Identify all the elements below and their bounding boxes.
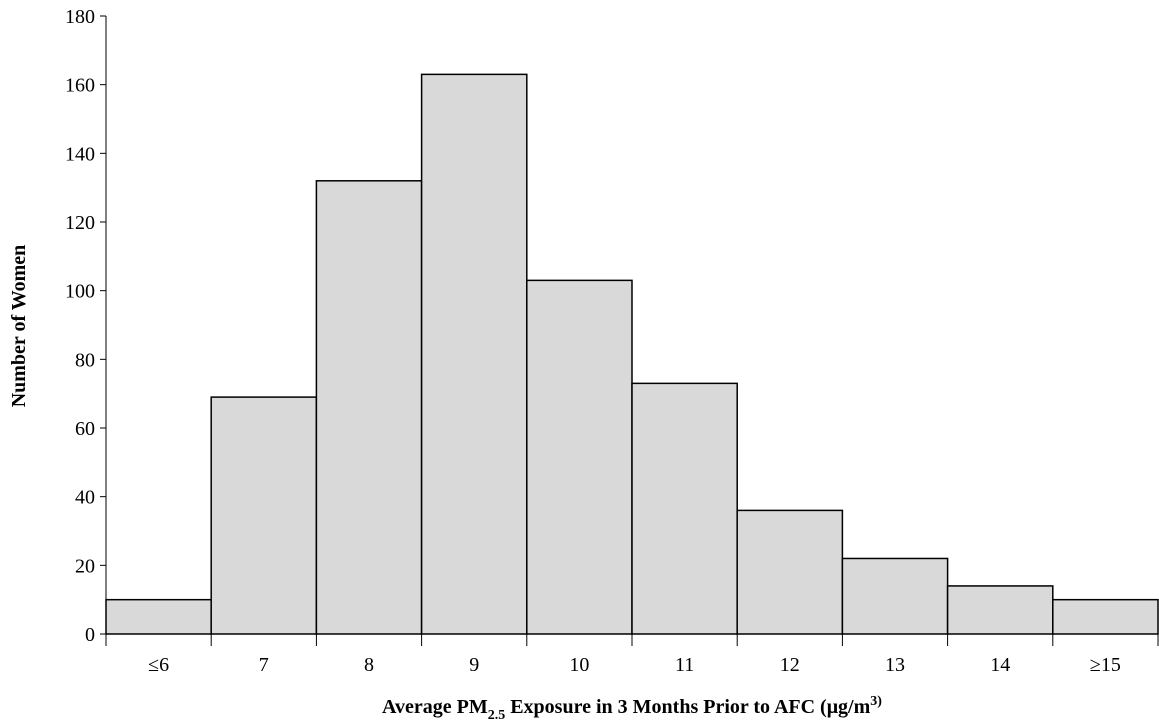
y-axis: 0 20 40 60 80 100 120 140 160 180	[65, 6, 107, 646]
x-tick-label: 14	[990, 654, 1010, 676]
x-axis-title-middle: Exposure in 3 Months Prior to AFC (μg/m	[505, 696, 870, 718]
x-axis-title-subscript: 2.5	[488, 708, 506, 723]
x-tick-label: 9	[469, 654, 479, 676]
bar-9	[1052, 598, 1159, 635]
bar-8	[946, 585, 1054, 635]
y-tick-label: 120	[65, 212, 95, 234]
y-tick-label: 180	[65, 6, 95, 28]
bar-7	[841, 557, 949, 635]
bars-group	[105, 73, 1159, 635]
x-tick-label: ≤6	[148, 654, 169, 676]
bar-1	[210, 396, 318, 635]
bar-6	[736, 509, 844, 635]
y-tick-label: 100	[65, 281, 95, 303]
x-tick-label: 7	[259, 654, 269, 676]
y-tick-label: 140	[65, 143, 95, 165]
x-tick-label: 8	[364, 654, 374, 676]
y-tick-label: 20	[75, 555, 95, 577]
x-tick-label: 10	[569, 654, 589, 676]
x-axis: ≤6 7 8 9 10 11 12 13 14 ≥15	[105, 633, 1159, 676]
x-tick-label: 13	[885, 654, 905, 676]
y-tick-label: 160	[65, 75, 95, 97]
x-tick-label: 11	[675, 654, 694, 676]
bar-4	[526, 279, 633, 635]
y-tick-label: 60	[75, 418, 95, 440]
y-tick-label: 0	[85, 624, 95, 646]
y-axis-title: Number of Women	[8, 245, 30, 408]
x-axis-title: Average PM2.5 Exposure in 3 Months Prior…	[382, 694, 882, 723]
bar-0	[105, 598, 212, 635]
y-tick-label: 40	[75, 487, 95, 509]
bar-5	[631, 382, 738, 635]
x-tick-label: 12	[780, 654, 800, 676]
x-tick-label: ≥15	[1090, 654, 1121, 676]
x-axis-title-superscript: 3)	[870, 694, 882, 709]
bar-3	[420, 73, 528, 635]
x-axis-title-prefix: Average PM	[382, 696, 488, 718]
bar-2	[315, 180, 423, 635]
y-tick-label: 80	[75, 349, 95, 371]
